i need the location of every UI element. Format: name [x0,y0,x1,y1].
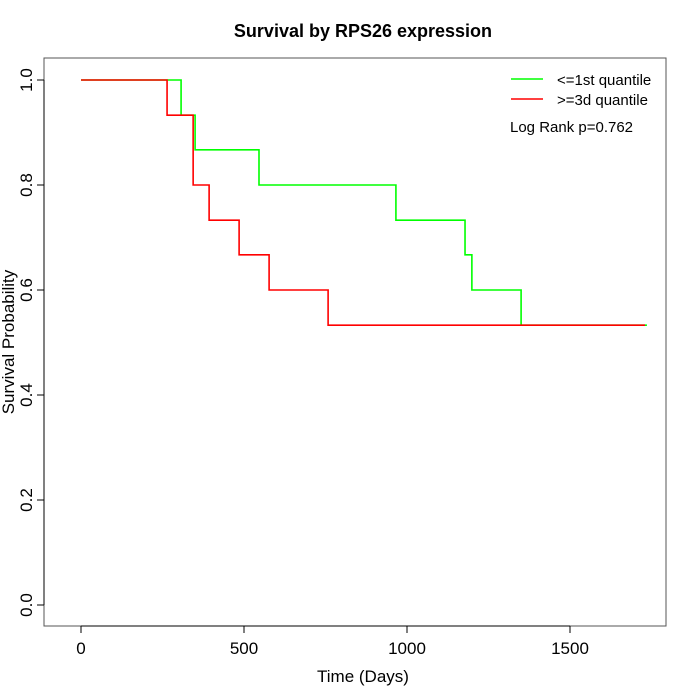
survival-curves [81,79,647,326]
log-rank-annotation: Log Rank p=0.762 [510,119,633,136]
x-tick-label: 0 [76,639,85,658]
y-tick-label: 0.4 [17,383,36,407]
legend-label-series-1: >=3d quantile [557,92,648,109]
y-tick-label: 1.0 [17,68,36,92]
legend: <=1st quantile >=3d quantile [511,72,651,109]
survival-curve-series-0 [81,79,647,326]
plot-frame [43,57,667,627]
survival-curve-series-1 [81,79,645,326]
y-tick-label: 0.2 [17,488,36,512]
y-tick-label: 0.8 [17,173,36,197]
x-axis: 0 500 1000 1500 [76,625,589,658]
chart-title: Survival by RPS26 expression [234,21,492,41]
legend-label-series-0: <=1st quantile [557,72,651,89]
x-axis-label: Time (Days) [317,667,409,686]
y-tick-label: 0.6 [17,278,36,302]
y-tick-label: 0.0 [17,593,36,617]
x-tick-label: 1000 [388,639,426,658]
x-tick-label: 1500 [551,639,589,658]
x-tick-label: 500 [230,639,258,658]
y-axis: 0.0 0.2 0.4 0.6 0.8 1.0 [17,68,45,617]
y-axis-label: Survival Probability [0,269,18,414]
